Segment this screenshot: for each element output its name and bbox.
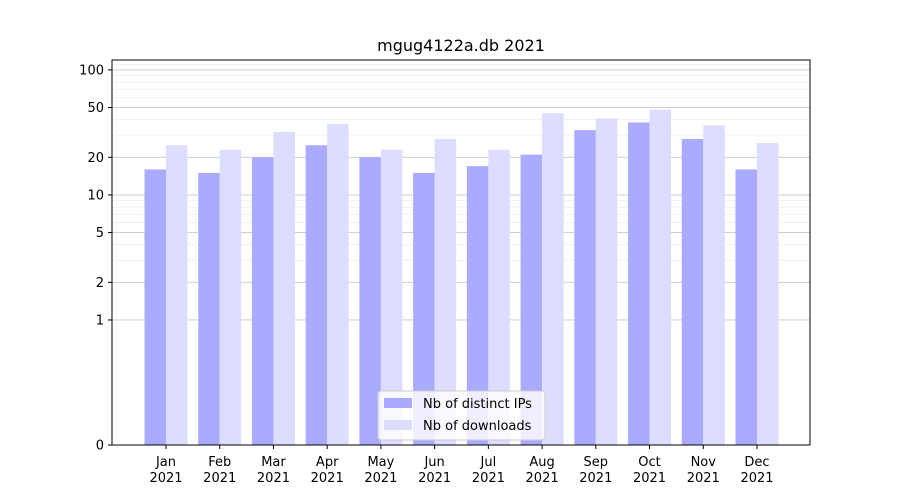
bar-downloads bbox=[434, 139, 457, 445]
y-tick-label: 20 bbox=[87, 151, 104, 166]
y-tick-label: 1 bbox=[96, 313, 104, 328]
bar-distinct-ips bbox=[413, 172, 435, 445]
bar-distinct-ips bbox=[359, 157, 381, 445]
bar-downloads bbox=[166, 145, 188, 445]
legend-swatch-distinct-ips bbox=[384, 398, 412, 408]
y-axis-ticks: 0 1 2 5 10 20 50 100 bbox=[79, 63, 112, 454]
y-tick-label: 10 bbox=[87, 188, 104, 203]
y-tick-label: 50 bbox=[87, 101, 104, 116]
bar-distinct-ips bbox=[574, 130, 596, 445]
legend-label-distinct-ips: Nb of distinct IPs bbox=[423, 397, 532, 412]
bar-distinct-ips bbox=[251, 157, 274, 445]
x-tick-label: Oct 2021 bbox=[633, 455, 666, 486]
y-tick-label: 0 bbox=[96, 439, 104, 454]
bar-downloads bbox=[488, 149, 510, 446]
bar-distinct-ips bbox=[144, 169, 166, 445]
bar-distinct-ips bbox=[198, 172, 220, 445]
plot-frame bbox=[111, 59, 811, 446]
y-tick-label: 2 bbox=[96, 276, 104, 291]
x-tick-label: Nov 2021 bbox=[687, 455, 720, 486]
bars bbox=[144, 109, 779, 446]
x-tick-label: Aug 2021 bbox=[526, 455, 559, 486]
bar-downloads bbox=[542, 113, 564, 445]
x-tick-label: Mar 2021 bbox=[257, 455, 290, 486]
bar-downloads bbox=[273, 131, 295, 445]
x-tick-label: May 2021 bbox=[364, 455, 397, 486]
x-tick-label: Feb 2021 bbox=[203, 455, 236, 486]
y-tick-label: 100 bbox=[79, 63, 104, 78]
x-tick-label: Jun 2021 bbox=[418, 455, 451, 486]
x-tick-label: Jul 2021 bbox=[472, 455, 505, 486]
bar-downloads bbox=[649, 109, 672, 445]
bar-downloads bbox=[219, 149, 242, 446]
legend-label-downloads: Nb of downloads bbox=[423, 419, 532, 434]
y-tick-label: 5 bbox=[96, 226, 104, 241]
x-tick-label: Sep 2021 bbox=[579, 455, 612, 486]
bar-downloads bbox=[595, 118, 618, 445]
bar-downloads bbox=[757, 143, 779, 445]
bar-distinct-ips bbox=[735, 169, 757, 445]
bar-distinct-ips bbox=[628, 122, 650, 445]
bar-distinct-ips bbox=[466, 166, 489, 445]
legend-swatch-downloads bbox=[384, 420, 412, 430]
chart-title: mgug4122a.db 2021 bbox=[377, 36, 545, 55]
bar-distinct-ips bbox=[305, 145, 328, 445]
x-tick-label: Apr 2021 bbox=[311, 455, 344, 486]
x-tick-label: Jan 2021 bbox=[149, 455, 182, 486]
bar-distinct-ips bbox=[681, 139, 704, 445]
legend: Nb of distinct IPs Nb of downloads bbox=[377, 390, 546, 441]
legend-box bbox=[377, 390, 546, 441]
bar-downloads bbox=[703, 125, 725, 445]
bar-distinct-ips bbox=[520, 154, 543, 446]
x-tick-label: Dec 2021 bbox=[740, 455, 773, 486]
bar-downloads bbox=[380, 149, 403, 446]
bar-downloads bbox=[327, 123, 349, 445]
x-axis-ticks: Jan 2021 Feb 2021 Mar 2021 Apr 2021 May 2021 Jun 20… bbox=[149, 445, 774, 486]
